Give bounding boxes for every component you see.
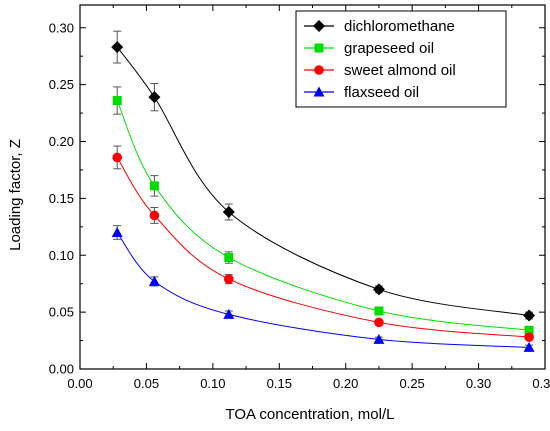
x-tick-label: 0.35 (532, 376, 550, 391)
x-axis-title: TOA concentration, mol/L (226, 406, 395, 423)
data-point (111, 227, 123, 237)
data-point (149, 210, 160, 221)
fit-curve (116, 100, 530, 331)
fit-curve (116, 232, 530, 348)
legend-marker (313, 20, 325, 32)
legend-marker (313, 86, 325, 97)
y-axis-title: Loading factor, Z (7, 139, 24, 251)
legend-marker (314, 65, 324, 75)
x-tick-label: 0.15 (267, 376, 292, 391)
data-point (523, 341, 535, 352)
data-point (112, 96, 122, 106)
data-point (374, 306, 384, 316)
legend-label: flaxseed oil (344, 84, 419, 101)
x-tick-label: 0.25 (399, 376, 424, 391)
x-tick-label: 0.30 (466, 376, 491, 391)
data-points (111, 41, 536, 352)
y-axis: 0.00 0.05 0.10 0.15 0.20 0.25 0.30 (49, 20, 545, 377)
y-tick-label: 0.25 (49, 77, 74, 92)
y-tick-label: 0.15 (49, 191, 74, 206)
data-point (149, 181, 159, 191)
y-tick-label: 0.05 (49, 305, 74, 320)
data-point (111, 41, 124, 54)
y-tick-label: 0.00 (49, 362, 74, 377)
y-tick-label: 0.20 (49, 134, 74, 149)
data-point (373, 333, 385, 344)
data-point (372, 283, 385, 296)
x-tick-label: 0.10 (200, 376, 225, 391)
data-point (222, 206, 235, 219)
y-tick-label: 0.10 (49, 248, 74, 263)
data-point (524, 332, 534, 342)
legend-label: dichloromethane (344, 18, 455, 35)
x-tick-label: 0.05 (134, 376, 159, 391)
legend: dichloromethane grapeseed oil sweet almond… (295, 10, 507, 108)
fit-curve (116, 157, 530, 338)
legend-label: sweet almond oil (344, 62, 456, 79)
data-point (148, 275, 160, 286)
data-point (523, 309, 536, 322)
data-point (223, 308, 235, 319)
data-point (224, 274, 234, 284)
data-point (112, 152, 122, 163)
x-tick-label: 0.20 (333, 376, 358, 391)
data-point (224, 253, 234, 263)
data-point (524, 325, 534, 335)
x-tick-label: 0.00 (67, 376, 92, 391)
legend-label: grapeseed oil (344, 40, 434, 57)
y-tick-label: 0.30 (49, 20, 74, 35)
legend-marker (314, 43, 324, 53)
legend-box (295, 10, 507, 108)
data-point (148, 91, 161, 104)
x-axis: 0.00 0.05 0.10 0.15 0.20 0.25 0.30 0.35 (67, 5, 550, 391)
data-point (374, 317, 384, 328)
